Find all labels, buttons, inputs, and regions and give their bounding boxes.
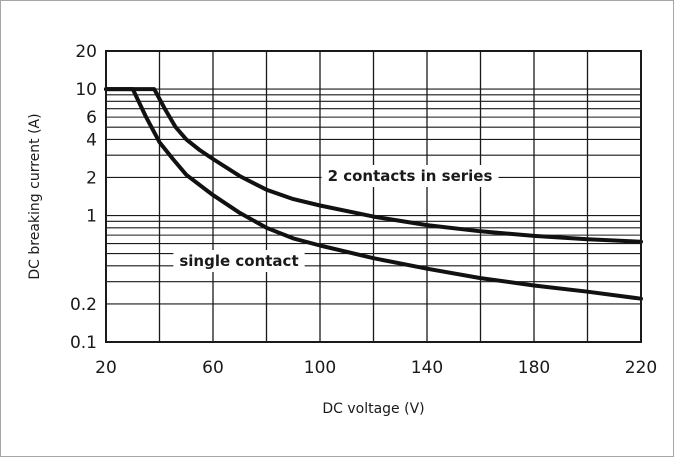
annotation-labels: 2 contacts in series single contact	[173, 165, 499, 272]
data-series	[104, 87, 643, 301]
x-tick-label: 140	[411, 358, 443, 378]
x-tick-label: 100	[304, 358, 336, 378]
y-tick-label: 0.2	[70, 295, 97, 315]
x-tick-label: 220	[625, 358, 657, 378]
x-tick-label: 60	[202, 358, 224, 378]
y-tick-label: 4	[86, 130, 97, 150]
x-axis-title: DC voltage (V)	[322, 401, 424, 417]
y-axis-title: DC breaking current (A)	[27, 113, 43, 279]
series-line-2-contacts-in-series	[104, 87, 643, 244]
series-line-single-contact	[104, 87, 643, 301]
y-tick-label: 6	[86, 108, 97, 128]
x-tick-label: 20	[95, 358, 117, 378]
y-tick-label: 0.1	[70, 333, 97, 353]
y-tick-label: 1	[86, 207, 97, 227]
annotation-bg-single	[173, 250, 305, 272]
annotation-2-contacts-in-series: 2 contacts in series	[328, 167, 493, 185]
annotation-bg-series	[321, 165, 499, 187]
x-tick-label: 180	[518, 358, 550, 378]
grid-lines	[105, 50, 642, 343]
annotation-single-contact: single contact	[179, 252, 298, 270]
y-tick-label: 20	[75, 42, 97, 62]
plot-border	[105, 50, 642, 343]
y-tick-label: 2	[86, 168, 97, 188]
tick-labels: 20 60 100 140 180 220 20 10 64 2 1 0.2 0.1	[70, 42, 657, 378]
y-tick-label: 10	[75, 80, 97, 100]
